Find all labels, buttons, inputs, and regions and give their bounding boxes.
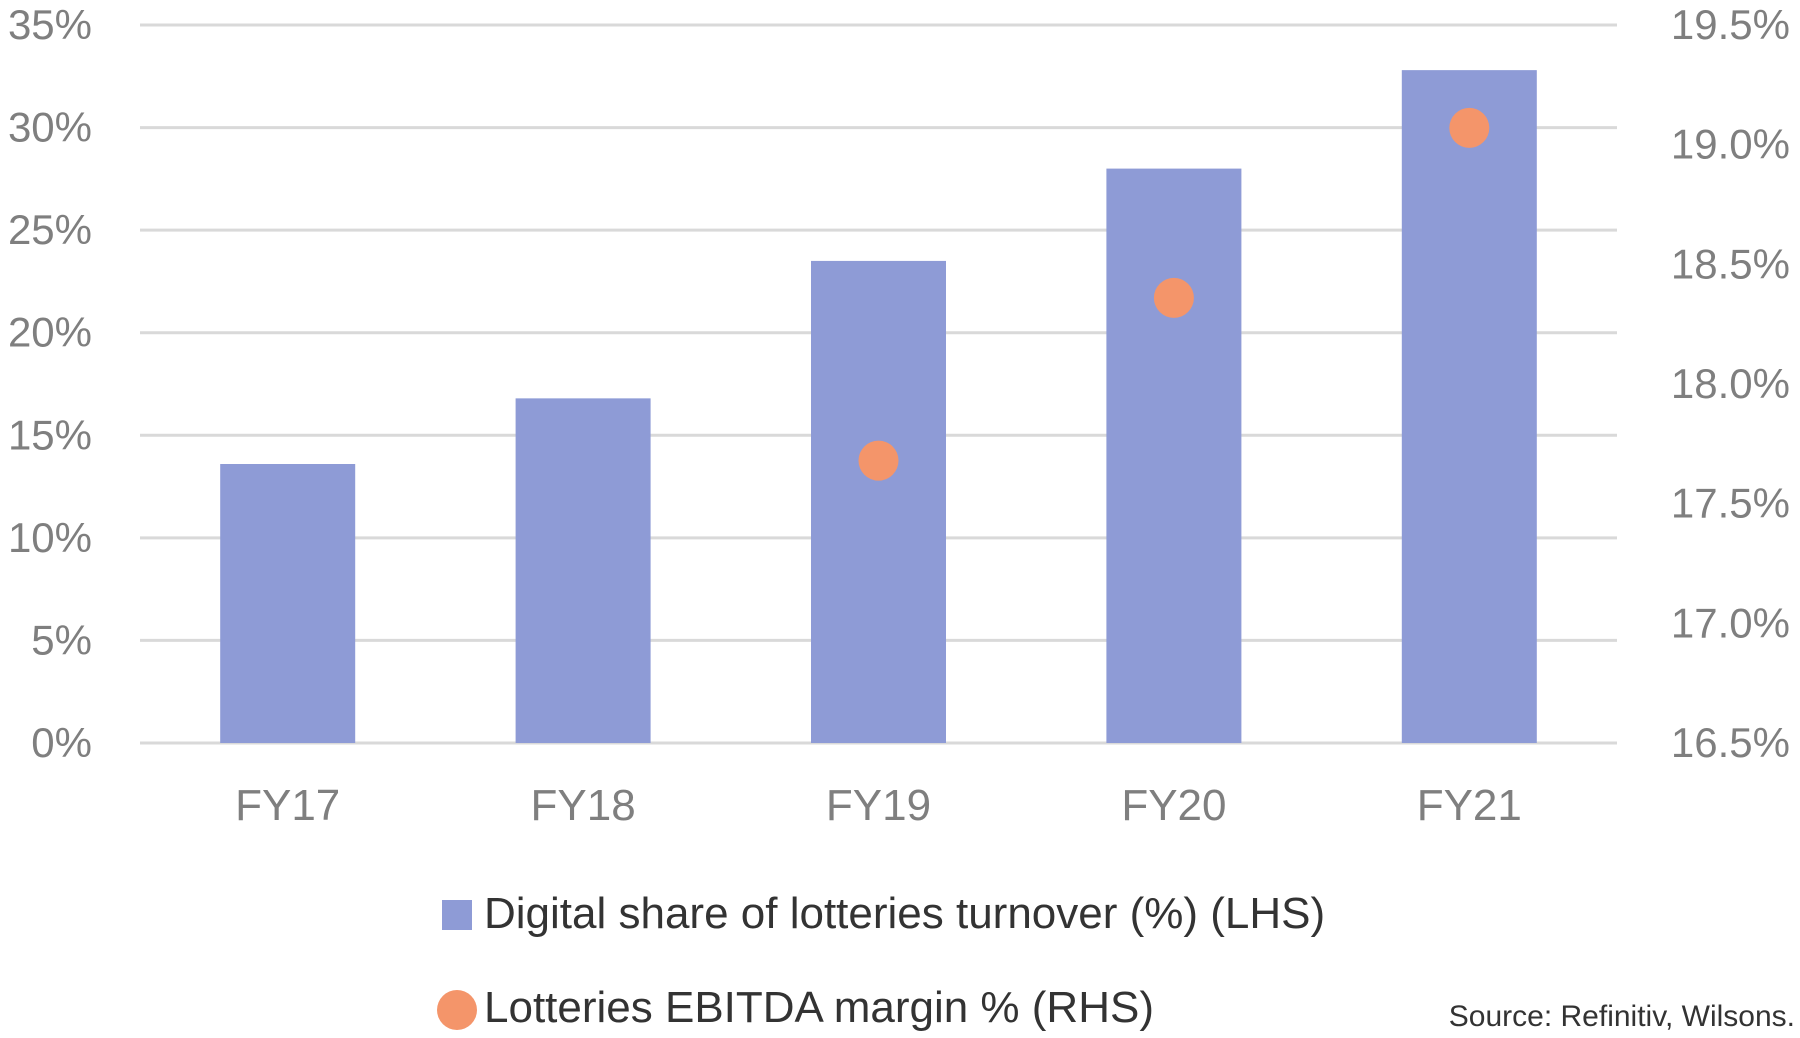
right-tick-label: 19.0% <box>1671 121 1790 168</box>
category-label: FY20 <box>1121 781 1226 830</box>
legend: Digital share of lotteries turnover (%) … <box>437 889 1325 1032</box>
left-tick-label: 35% <box>8 1 92 48</box>
right-tick-label: 17.5% <box>1671 480 1790 527</box>
legend-label-bar-series: Digital share of lotteries turnover (%) … <box>484 889 1325 938</box>
left-tick-label: 0% <box>31 719 92 766</box>
left-tick-label: 10% <box>8 514 92 561</box>
category-label: FY21 <box>1417 781 1522 830</box>
legend-square-swatch <box>442 900 472 930</box>
bar <box>811 260 946 743</box>
category-label: FY19 <box>826 781 931 830</box>
left-tick-label: 30% <box>8 104 92 151</box>
source-note: Source: Refinitiv, Wilsons. <box>1449 1000 1795 1033</box>
category-labels: FY17 FY18 FY19 FY20 FY21 <box>235 781 1522 830</box>
data-point <box>1449 107 1490 148</box>
category-label: FY18 <box>531 781 636 830</box>
data-point <box>858 440 899 481</box>
right-tick-label: 17.0% <box>1671 599 1790 646</box>
legend-circle-swatch <box>437 990 477 1030</box>
left-tick-label: 25% <box>8 206 92 253</box>
data-point <box>1153 277 1194 318</box>
category-label: FY17 <box>235 781 340 830</box>
right-tick-label: 18.5% <box>1671 240 1790 287</box>
legend-item-scatter-series: Lotteries EBITDA margin % (RHS) <box>437 983 1154 1032</box>
bar <box>1401 70 1537 744</box>
bar-series <box>220 70 1537 744</box>
left-tick-label: 5% <box>31 616 92 663</box>
scatter-series <box>858 107 1490 481</box>
right-tick-label: 18.0% <box>1671 360 1790 407</box>
bar <box>1106 168 1242 744</box>
right-axis-tick-labels: 16.5% 17.0% 17.5% 18.0% 18.5% 19.0% 19.5% <box>1671 1 1790 766</box>
bar <box>515 398 651 743</box>
left-axis-tick-labels: 0% 5% 10% 15% 20% 25% 30% 35% <box>8 1 92 766</box>
right-tick-label: 16.5% <box>1671 719 1790 766</box>
bar <box>220 464 356 743</box>
legend-label-scatter-series: Lotteries EBITDA margin % (RHS) <box>484 983 1154 1032</box>
left-tick-label: 15% <box>8 411 92 458</box>
legend-item-bar-series: Digital share of lotteries turnover (%) … <box>442 889 1325 938</box>
right-tick-label: 19.5% <box>1671 1 1790 48</box>
left-tick-label: 20% <box>8 309 92 356</box>
